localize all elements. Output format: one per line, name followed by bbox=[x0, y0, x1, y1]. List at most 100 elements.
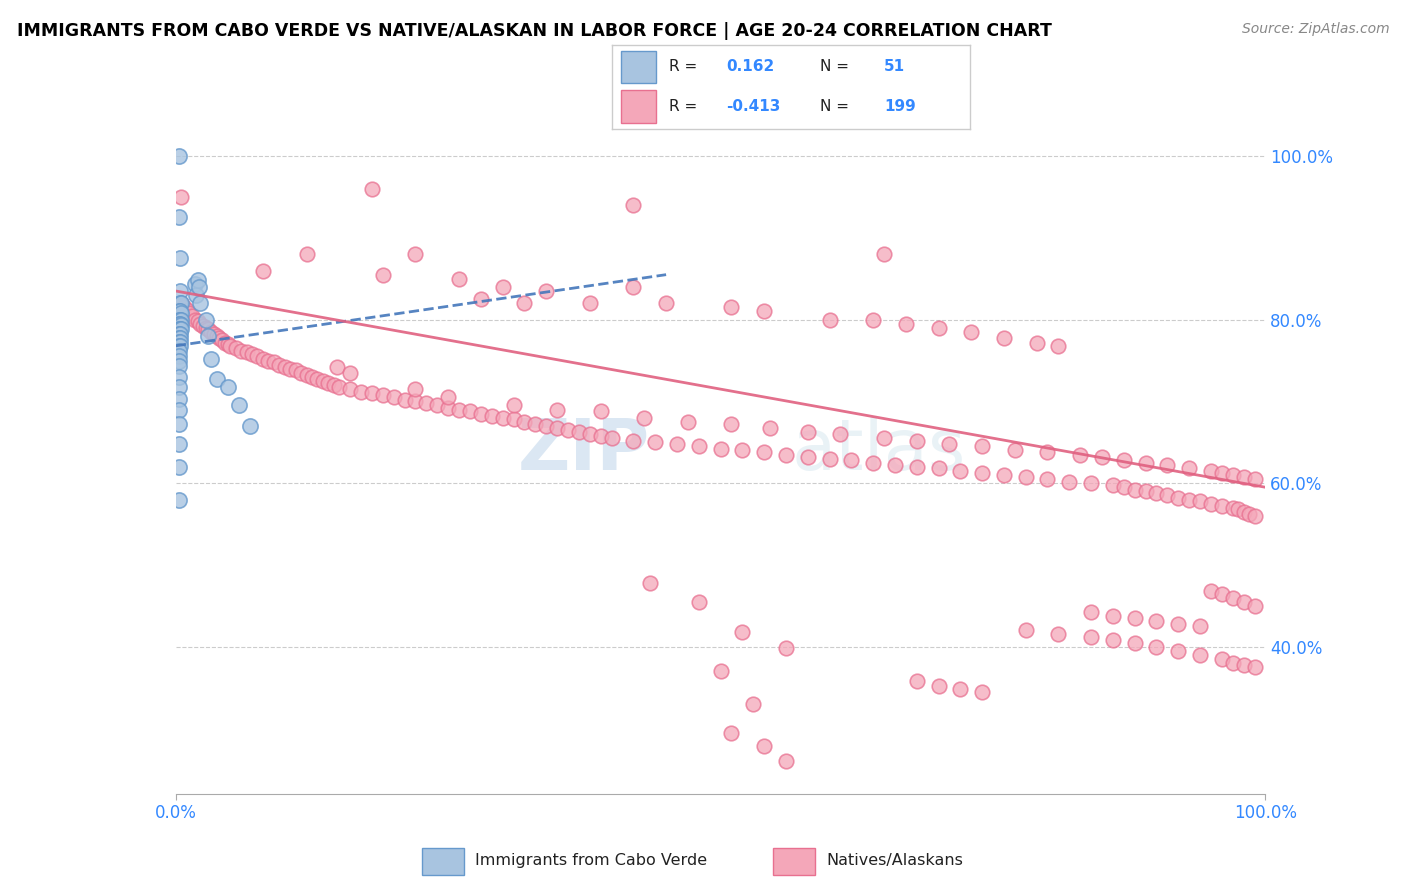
Point bbox=[1243, 472, 1265, 486]
Point bbox=[1036, 445, 1059, 459]
Point bbox=[905, 434, 928, 448]
Point bbox=[339, 366, 361, 380]
Point bbox=[1156, 458, 1178, 473]
Point bbox=[200, 325, 222, 339]
Point bbox=[884, 458, 907, 473]
Point bbox=[167, 359, 190, 374]
Point bbox=[676, 415, 699, 429]
Point bbox=[873, 431, 896, 445]
Point bbox=[426, 399, 449, 413]
Point bbox=[167, 326, 190, 341]
Point bbox=[225, 341, 247, 355]
Point bbox=[1004, 443, 1026, 458]
Point bbox=[758, 420, 780, 434]
Point bbox=[167, 317, 190, 331]
Point bbox=[621, 280, 644, 294]
Point bbox=[295, 368, 318, 383]
Point bbox=[638, 576, 661, 591]
Point bbox=[502, 412, 524, 426]
Point bbox=[775, 754, 797, 768]
Point bbox=[170, 322, 193, 336]
Point bbox=[170, 312, 193, 326]
Point bbox=[1102, 633, 1125, 648]
Point bbox=[1243, 599, 1265, 613]
Point bbox=[252, 263, 274, 277]
Point bbox=[169, 322, 191, 336]
Point bbox=[796, 450, 818, 464]
Point bbox=[177, 306, 200, 320]
Point bbox=[350, 384, 373, 399]
Point bbox=[754, 445, 776, 459]
Point bbox=[173, 301, 195, 315]
Point bbox=[1232, 595, 1256, 609]
Point bbox=[970, 684, 993, 698]
Point bbox=[1144, 640, 1167, 654]
Point bbox=[688, 439, 710, 453]
Point bbox=[1047, 627, 1070, 641]
Point bbox=[169, 296, 191, 310]
Text: 51: 51 bbox=[884, 59, 905, 74]
Point bbox=[731, 443, 754, 458]
Point bbox=[217, 380, 239, 394]
Point bbox=[720, 301, 742, 315]
Point bbox=[841, 453, 863, 467]
Point bbox=[1135, 456, 1157, 470]
Point bbox=[818, 312, 841, 326]
Point bbox=[621, 434, 644, 448]
Point bbox=[167, 334, 190, 349]
Point bbox=[214, 335, 236, 350]
Point bbox=[181, 309, 204, 323]
Text: R =: R = bbox=[669, 59, 697, 74]
Point bbox=[546, 420, 568, 434]
Point bbox=[205, 329, 228, 343]
Text: N =: N = bbox=[820, 99, 849, 114]
Point bbox=[754, 739, 776, 754]
Point bbox=[949, 464, 972, 478]
Point bbox=[167, 353, 190, 368]
Point bbox=[437, 401, 460, 415]
Point bbox=[458, 404, 481, 418]
Point bbox=[284, 363, 307, 377]
Point bbox=[1112, 453, 1135, 467]
Point bbox=[862, 456, 884, 470]
Point bbox=[235, 345, 257, 359]
Point bbox=[1189, 619, 1212, 633]
Point bbox=[1211, 586, 1233, 600]
Point bbox=[197, 329, 219, 343]
Point bbox=[731, 624, 754, 639]
Point bbox=[720, 725, 742, 739]
Point bbox=[1123, 611, 1146, 625]
Point bbox=[960, 325, 983, 339]
Point bbox=[492, 410, 515, 425]
Text: ZIP: ZIP bbox=[517, 416, 650, 485]
Point bbox=[169, 334, 191, 349]
Point bbox=[208, 330, 231, 344]
Point bbox=[579, 296, 602, 310]
Point bbox=[1069, 448, 1091, 462]
Point bbox=[1015, 469, 1038, 483]
Point bbox=[405, 394, 427, 409]
Point bbox=[546, 402, 568, 417]
Point bbox=[371, 268, 394, 282]
Point bbox=[1036, 472, 1059, 486]
Point bbox=[176, 302, 198, 317]
Point bbox=[775, 448, 797, 462]
Point bbox=[1189, 494, 1212, 508]
Point bbox=[167, 349, 190, 363]
Point bbox=[1057, 475, 1080, 489]
Point bbox=[1211, 467, 1233, 481]
Point bbox=[1222, 500, 1244, 515]
Point bbox=[1080, 605, 1102, 619]
Point bbox=[339, 382, 361, 396]
Point bbox=[169, 330, 191, 344]
Point bbox=[167, 369, 190, 384]
Point bbox=[167, 211, 190, 225]
Point bbox=[1144, 486, 1167, 500]
Point bbox=[557, 423, 579, 437]
Point bbox=[447, 271, 470, 285]
Point bbox=[295, 247, 318, 261]
Point bbox=[326, 359, 349, 374]
Point bbox=[169, 317, 191, 331]
Point bbox=[1025, 335, 1047, 350]
Point bbox=[534, 284, 557, 298]
